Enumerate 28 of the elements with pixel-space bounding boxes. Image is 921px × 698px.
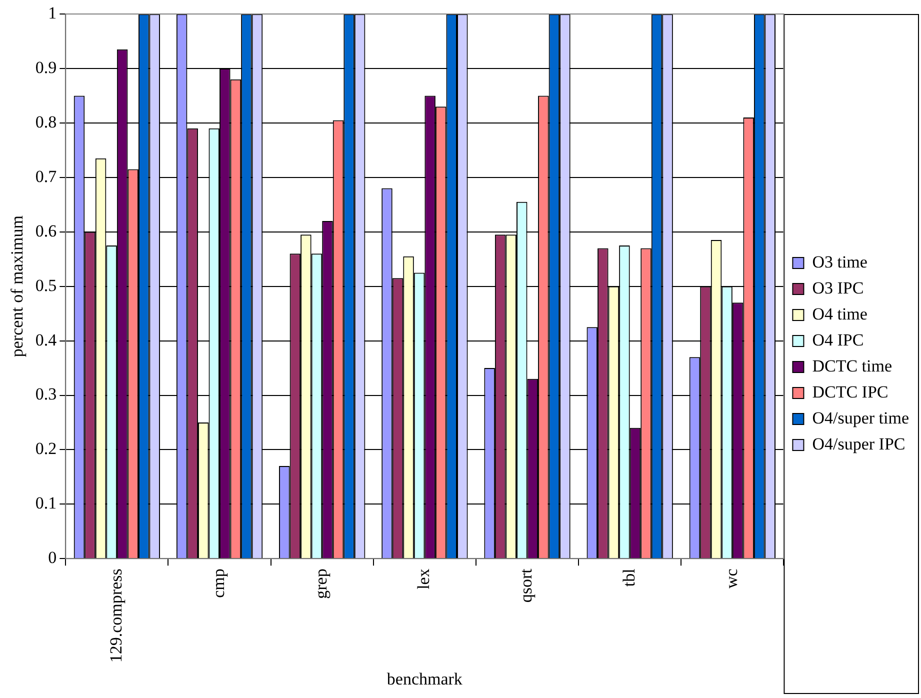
legend-label: DCTC IPC bbox=[812, 382, 888, 402]
legend-label: O3 IPC bbox=[812, 278, 864, 298]
x-axis-title: benchmark bbox=[386, 669, 463, 688]
legend-label: O4/super IPC bbox=[812, 434, 906, 454]
y-tick-label: 0 bbox=[48, 548, 57, 568]
x-tick-label: cmp bbox=[208, 568, 228, 598]
y-tick-label: 0.6 bbox=[35, 221, 57, 240]
x-tick-label: wc bbox=[722, 568, 741, 588]
x-tick-label: qsort bbox=[516, 568, 536, 603]
y-tick-label: 0.7 bbox=[35, 166, 58, 186]
legend-label: DCTC time bbox=[812, 356, 892, 376]
legend-label: O3 time bbox=[812, 252, 868, 272]
y-tick-label: 0.5 bbox=[35, 276, 57, 295]
x-tick-label: 129.compress bbox=[106, 568, 126, 663]
legend-label: O4 time bbox=[812, 304, 868, 324]
y-axis-title: percent of maximum bbox=[8, 216, 27, 358]
y-tick-label: 0.4 bbox=[35, 330, 58, 350]
y-tick-label: 0.8 bbox=[35, 112, 57, 132]
legend-label: O4 IPC bbox=[812, 330, 864, 350]
legend-label: O4/super time bbox=[812, 408, 910, 428]
x-tick-label: lex bbox=[414, 568, 434, 590]
y-tick-label: 0.3 bbox=[35, 384, 57, 404]
y-tick-label: 0.2 bbox=[35, 439, 57, 458]
y-tick-label: 1 bbox=[48, 3, 57, 22]
x-tick-label: tbl bbox=[619, 568, 638, 587]
x-tick-label: grep bbox=[312, 568, 331, 599]
y-tick-label: 0.1 bbox=[35, 494, 57, 513]
y-tick-label: 0.9 bbox=[35, 58, 57, 77]
